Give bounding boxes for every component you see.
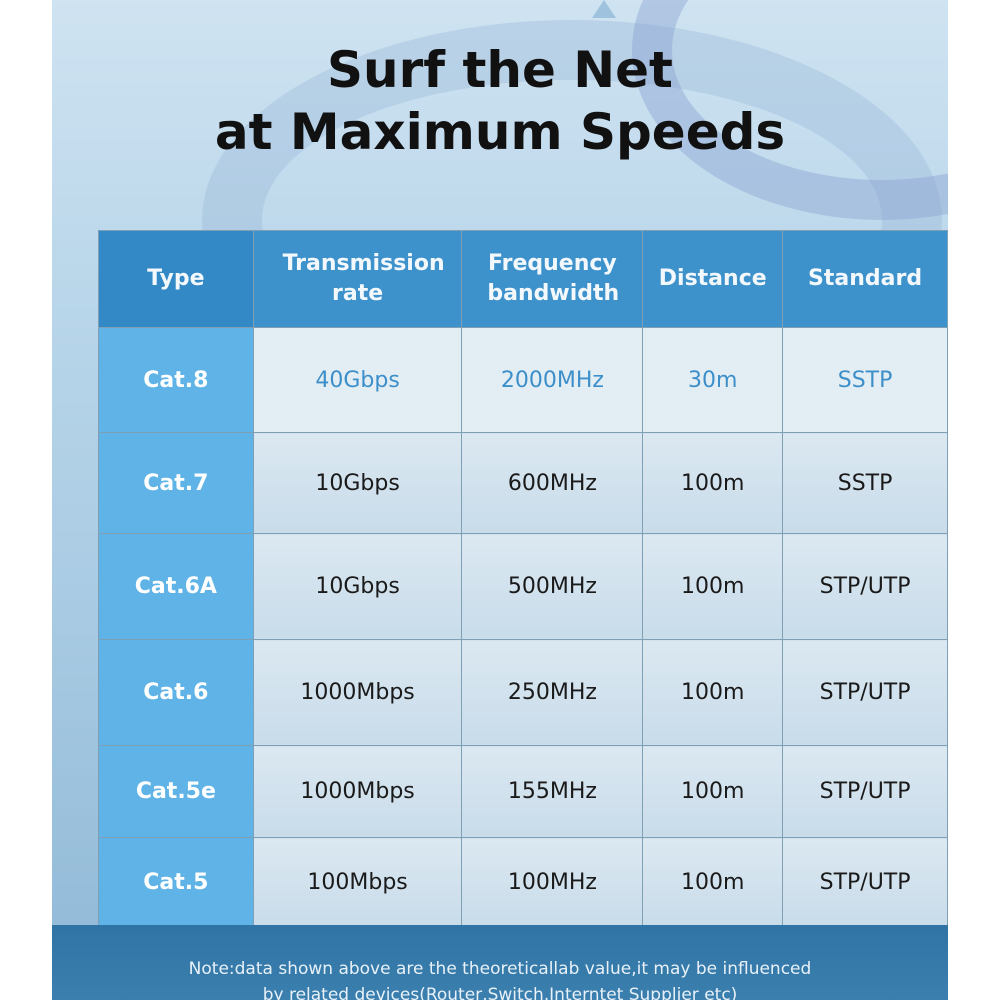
spec-cell: 100m xyxy=(642,837,784,927)
headline-line-1: Surf the Net xyxy=(327,41,673,99)
spec-cell: SSTP xyxy=(782,327,948,433)
spec-cell: 155MHz xyxy=(461,745,644,838)
table-row: Cat.6A 10Gbps 500MHz 100m STP/UTP xyxy=(98,533,948,640)
spec-cell: 2000MHz xyxy=(461,327,644,433)
spec-cell: 500MHz xyxy=(461,533,644,640)
spec-cell: 1000Mbps xyxy=(252,745,463,838)
table-row: Cat.7 10Gbps 600MHz 100m SSTP xyxy=(98,432,948,534)
spec-cell: 100m xyxy=(642,432,784,534)
spec-cell: 100m xyxy=(642,533,784,640)
header-label: Transmission rate xyxy=(282,251,445,306)
cable-type-cell: Cat.6 xyxy=(98,639,254,746)
disclaimer-note: Note:data shown above are the theoretica… xyxy=(52,925,948,1000)
spec-cell: 10Gbps xyxy=(252,533,463,640)
spec-cell: 1000Mbps xyxy=(252,639,463,746)
spec-cell: 30m xyxy=(642,327,784,433)
cable-type-cell: Cat.5e xyxy=(98,745,254,838)
cable-type-cell: Cat.7 xyxy=(98,432,254,534)
product-banner: Surf the Net at Maximum Speeds Type Tran… xyxy=(52,0,948,1000)
header-frequency-bandwidth: Frequency bandwidth xyxy=(461,230,644,328)
header-label: Frequency bandwidth xyxy=(487,251,620,306)
spec-cell: SSTP xyxy=(782,432,948,534)
spec-cell: 100m xyxy=(642,745,784,838)
table-row: Cat.8 40Gbps 2000MHz 30m SSTP xyxy=(98,327,948,433)
note-line-1: Note:data shown above are the theoretica… xyxy=(188,959,812,979)
spec-cell: STP/UTP xyxy=(782,837,948,927)
table-row: Cat.5e 1000Mbps 155MHz 100m STP/UTP xyxy=(98,745,948,838)
header-standard: Standard xyxy=(782,230,948,328)
headline-line-2: at Maximum Speeds xyxy=(214,103,786,161)
table-header-row: Type Transmission rate Frequency bandwid… xyxy=(98,230,948,328)
table-row: Cat.5 100Mbps 100MHz 100m STP/UTP xyxy=(98,837,948,927)
table-row: Cat.6 1000Mbps 250MHz 100m STP/UTP xyxy=(98,639,948,746)
header-distance: Distance xyxy=(642,230,784,328)
spec-cell: 100Mbps xyxy=(252,837,463,927)
spec-cell: 600MHz xyxy=(461,432,644,534)
spec-cell: 100m xyxy=(642,639,784,746)
spec-cell: STP/UTP xyxy=(782,533,948,640)
cable-spec-table: Type Transmission rate Frequency bandwid… xyxy=(98,230,948,927)
spec-cell: STP/UTP xyxy=(782,639,948,746)
spec-cell: STP/UTP xyxy=(782,745,948,838)
header-type: Type xyxy=(98,230,254,328)
spec-cell: 100MHz xyxy=(461,837,644,927)
cable-type-cell: Cat.8 xyxy=(98,327,254,433)
tree-icon xyxy=(592,0,616,18)
cable-type-cell: Cat.5 xyxy=(98,837,254,927)
spec-cell: 10Gbps xyxy=(252,432,463,534)
cable-type-cell: Cat.6A xyxy=(98,533,254,640)
spec-cell: 250MHz xyxy=(461,639,644,746)
note-line-2: by related devices(Router,Switch,Internt… xyxy=(262,985,738,1000)
spec-cell: 40Gbps xyxy=(252,327,463,433)
header-transmission-rate: Transmission rate xyxy=(252,230,463,328)
